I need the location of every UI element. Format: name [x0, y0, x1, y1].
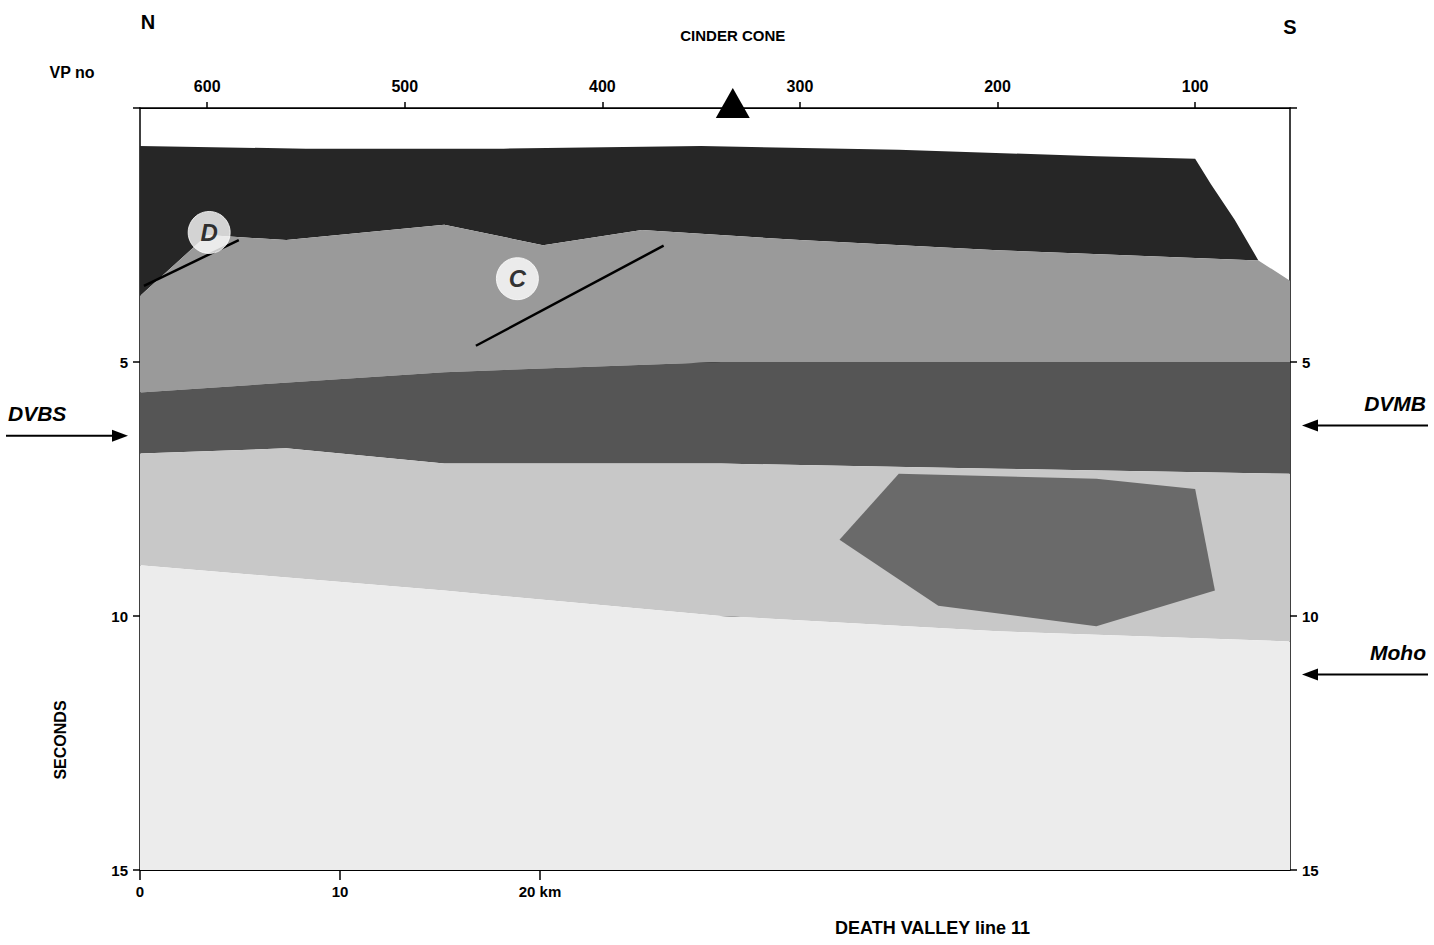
svg-text:400: 400 [589, 78, 616, 95]
svg-text:200: 200 [984, 78, 1011, 95]
svg-text:S: S [1283, 16, 1296, 38]
svg-text:DVMB: DVMB [1364, 392, 1426, 415]
svg-text:VP no: VP no [49, 64, 94, 81]
svg-text:20 km: 20 km [519, 883, 562, 900]
svg-text:10: 10 [332, 883, 349, 900]
svg-text:DEATH VALLEY line 11: DEATH VALLEY line 11 [835, 918, 1030, 938]
svg-text:15: 15 [1302, 862, 1319, 879]
svg-text:10: 10 [111, 608, 128, 625]
svg-text:5: 5 [120, 354, 128, 371]
svg-text:D: D [200, 219, 217, 246]
svg-text:CINDER CONE: CINDER CONE [680, 27, 785, 44]
svg-text:100: 100 [1182, 78, 1209, 95]
svg-text:500: 500 [391, 78, 418, 95]
svg-text:10: 10 [1302, 608, 1319, 625]
svg-text:SECONDS: SECONDS [52, 700, 69, 779]
svg-text:0: 0 [136, 883, 144, 900]
svg-text:DVBS: DVBS [8, 402, 66, 425]
svg-text:600: 600 [194, 78, 221, 95]
svg-text:5: 5 [1302, 354, 1310, 371]
svg-text:300: 300 [787, 78, 814, 95]
svg-text:15: 15 [111, 862, 128, 879]
svg-text:N: N [141, 11, 155, 33]
svg-text:C: C [509, 265, 527, 292]
svg-text:Moho: Moho [1370, 641, 1426, 664]
